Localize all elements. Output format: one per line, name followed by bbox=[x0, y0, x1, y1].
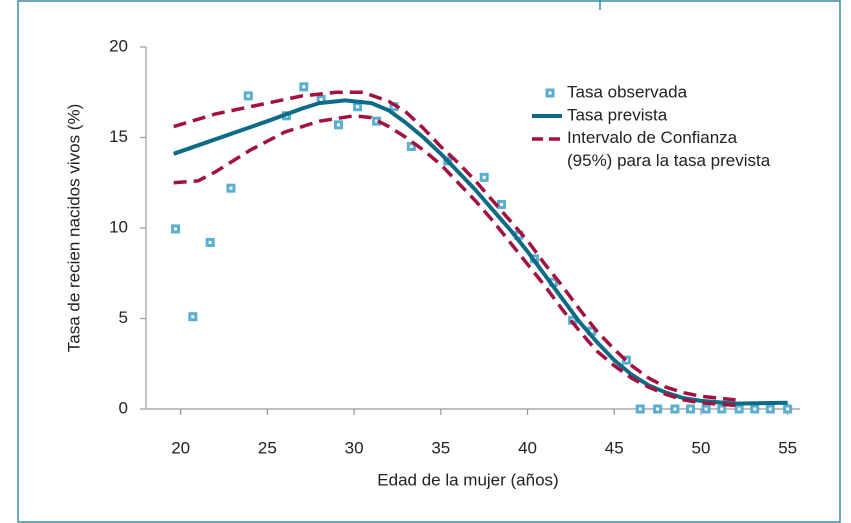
marker bbox=[353, 102, 363, 112]
marker-center bbox=[482, 175, 486, 179]
marker-center bbox=[673, 407, 677, 411]
x-axis-label: Edad de la mujer (años) bbox=[377, 470, 558, 489]
x-tick-label: 40 bbox=[518, 438, 537, 457]
marker-center bbox=[517, 233, 521, 237]
x-tick-label: 20 bbox=[171, 438, 190, 457]
marker-center bbox=[624, 358, 628, 362]
x-tick-label: 50 bbox=[691, 438, 710, 457]
marker bbox=[170, 224, 180, 234]
legend-label: Tasa prevista bbox=[567, 105, 668, 124]
marker bbox=[653, 404, 663, 414]
marker-center bbox=[548, 91, 552, 95]
marker-center bbox=[590, 329, 594, 333]
series-line bbox=[173, 90, 736, 402]
y-tick-label: 10 bbox=[109, 217, 128, 236]
marker-center bbox=[552, 280, 556, 284]
marker bbox=[587, 326, 597, 336]
legend-label-line: (95%) para la tasa prevista bbox=[567, 151, 771, 170]
marker-center bbox=[356, 105, 360, 109]
x-tick-label: 35 bbox=[431, 438, 450, 457]
marker bbox=[635, 404, 645, 414]
marker bbox=[299, 82, 309, 92]
marker bbox=[514, 230, 524, 240]
marker-center bbox=[737, 407, 741, 411]
marker-center bbox=[302, 85, 306, 89]
marker-center bbox=[689, 407, 693, 411]
marker bbox=[621, 355, 631, 365]
marker-center bbox=[246, 94, 250, 98]
y-tick-label: 15 bbox=[109, 127, 128, 146]
marker bbox=[717, 404, 727, 414]
x-tick-label: 55 bbox=[778, 438, 797, 457]
marker-center bbox=[720, 407, 724, 411]
marker-center bbox=[375, 119, 379, 123]
marker bbox=[316, 94, 326, 104]
legend-label: Intervalo de Confianza (95%) para la tasa… bbox=[567, 128, 771, 170]
x-tick-label: 45 bbox=[605, 438, 624, 457]
marker bbox=[549, 277, 559, 287]
marker bbox=[765, 404, 775, 414]
legend-label-line: Intervalo de Confianza bbox=[567, 128, 738, 147]
marker bbox=[226, 183, 236, 193]
marker-center bbox=[500, 202, 504, 206]
marker-center bbox=[768, 407, 772, 411]
y-tick-label: 0 bbox=[119, 398, 128, 417]
marker-center bbox=[786, 407, 790, 411]
marker bbox=[686, 404, 696, 414]
marker-center bbox=[704, 407, 708, 411]
marker bbox=[406, 142, 416, 152]
marker bbox=[670, 404, 680, 414]
x-tick-label: 25 bbox=[258, 438, 277, 457]
marker bbox=[734, 404, 744, 414]
marker-center bbox=[173, 227, 177, 231]
y-axis-label: Tasa de recien nacidos vivos (%) bbox=[64, 104, 83, 353]
marker bbox=[389, 102, 399, 112]
marker-center bbox=[336, 123, 340, 127]
marker-center bbox=[409, 145, 413, 149]
marker bbox=[243, 91, 253, 101]
marker-center bbox=[753, 407, 757, 411]
marker bbox=[188, 312, 198, 322]
frame bbox=[17, 0, 841, 523]
marker bbox=[497, 199, 507, 209]
marker-center bbox=[392, 105, 396, 109]
marker-center bbox=[656, 407, 660, 411]
marker bbox=[545, 88, 555, 98]
marker-center bbox=[229, 186, 233, 190]
marker bbox=[750, 404, 760, 414]
legend-label: Tasa observada bbox=[567, 82, 688, 101]
marker bbox=[372, 116, 382, 126]
marker-center bbox=[319, 97, 323, 101]
x-tick-label: 30 bbox=[345, 438, 364, 457]
marker bbox=[701, 404, 711, 414]
y-tick-label: 5 bbox=[119, 308, 128, 327]
marker bbox=[333, 120, 343, 130]
series-line bbox=[173, 114, 736, 408]
marker-center bbox=[208, 240, 212, 244]
marker-center bbox=[191, 315, 195, 319]
y-tick-label: 20 bbox=[109, 36, 128, 55]
marker-center bbox=[638, 407, 642, 411]
marker bbox=[783, 404, 793, 414]
marker bbox=[479, 172, 489, 182]
marker bbox=[205, 237, 215, 247]
